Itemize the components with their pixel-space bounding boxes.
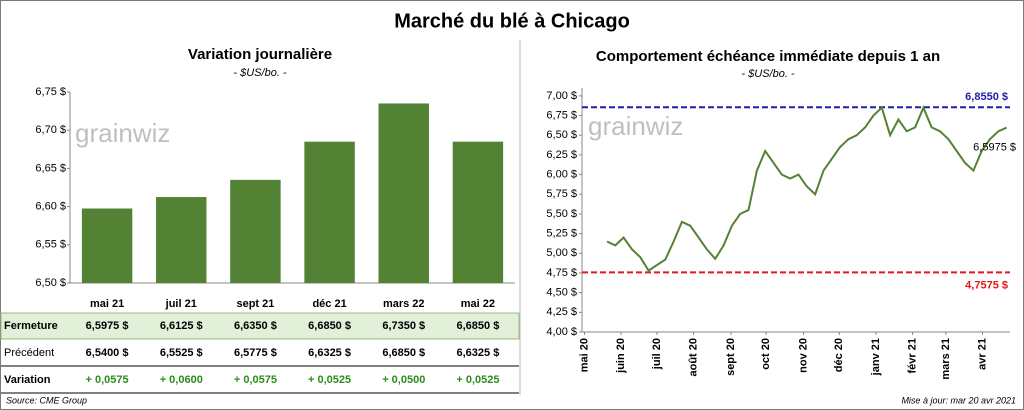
- x-tick-label: avr 21: [976, 338, 988, 370]
- y-tick-label: 6,00 $: [546, 168, 577, 180]
- x-tick-label: nov 20: [797, 338, 809, 373]
- x-tick-label: juil 21: [165, 298, 197, 310]
- table-cell: 6,7350 $: [382, 320, 425, 332]
- bar: [81, 208, 133, 283]
- y-tick-label: 4,00 $: [546, 326, 577, 338]
- bar: [230, 179, 281, 283]
- y-tick-label: 5,00 $: [546, 247, 577, 259]
- table-cell: + 0,0500: [382, 374, 425, 386]
- row-label: Variation: [4, 374, 51, 386]
- row-label: Précédent: [4, 347, 54, 359]
- x-tick-label: sept 21: [236, 298, 274, 310]
- y-tick-label: 6,50 $: [546, 129, 577, 141]
- table-cell: + 0,0525: [456, 374, 499, 386]
- y-tick-label: 4,50 $: [546, 287, 577, 299]
- page-title: Marché du blé à Chicago: [394, 10, 630, 32]
- chart-title: Comportement échéance immédiate depuis 1…: [596, 48, 940, 65]
- table-cell: 6,6325 $: [308, 347, 351, 359]
- x-tick-label: août 20: [687, 338, 699, 377]
- table-cell: 6,6125 $: [160, 320, 203, 332]
- y-tick-label: 5,50 $: [546, 208, 577, 220]
- source: Source: CME Group: [6, 395, 87, 405]
- watermark: grainwiz: [75, 118, 170, 148]
- bar: [304, 141, 355, 283]
- y-tick-label: 6,65 $: [35, 162, 66, 174]
- value-label: 6,5975 $: [973, 141, 1016, 153]
- chart-subtitle: - $US/bo. -: [741, 68, 795, 80]
- x-tick-label: mai 21: [90, 298, 124, 310]
- x-tick-label: mars 22: [383, 298, 425, 310]
- bar: [156, 197, 207, 283]
- table-cell: 6,5400 $: [86, 347, 129, 359]
- x-tick-label: mai 20: [578, 338, 590, 372]
- table-cell: 6,6325 $: [457, 347, 500, 359]
- x-tick-label: oct 20: [760, 338, 772, 370]
- y-tick-label: 6,75 $: [35, 86, 66, 98]
- y-tick-label: 5,75 $: [546, 188, 577, 200]
- chart-title: Variation journalière: [188, 46, 332, 63]
- table-cell: 6,6850 $: [382, 347, 425, 359]
- x-tick-label: mars 21: [940, 338, 952, 380]
- bar: [452, 141, 504, 283]
- y-tick-label: 6,55 $: [35, 239, 66, 251]
- line: [606, 105, 1008, 273]
- table-cell: 6,6350 $: [234, 320, 277, 332]
- y-tick-label: 7,00 $: [546, 90, 577, 102]
- x-tick-label: juil 20: [651, 338, 663, 370]
- y-tick-label: 6,70 $: [35, 124, 66, 136]
- reference-label: 6,8550 $: [965, 91, 1008, 103]
- x-tick-label: févr 21: [906, 338, 918, 373]
- reference-label: 4,7575 $: [965, 279, 1008, 291]
- x-tick-label: sept 20: [725, 338, 737, 376]
- x-tick-label: mai 22: [461, 298, 495, 310]
- table-cell: 6,6850 $: [308, 320, 351, 332]
- update-date: Mise à jour: mar 20 avr 2021: [901, 395, 1016, 405]
- x-tick-label: janv 21: [870, 338, 882, 376]
- x-tick-label: juin 20: [615, 338, 627, 374]
- y-tick-label: 6,60 $: [35, 201, 66, 213]
- table-cell: + 0,0525: [308, 374, 351, 386]
- chart-subtitle: - $US/bo. -: [233, 67, 287, 79]
- table-cell: + 0,0600: [160, 374, 203, 386]
- y-tick-label: 6,75 $: [546, 109, 577, 121]
- table-cell: 6,5975 $: [86, 320, 129, 332]
- y-tick-label: 6,50 $: [35, 277, 66, 289]
- y-tick-label: 5,25 $: [546, 228, 577, 240]
- table-cell: + 0,0575: [86, 374, 129, 386]
- table-cell: + 0,0575: [234, 374, 277, 386]
- y-tick-label: 4,75 $: [546, 267, 577, 279]
- watermark: grainwiz: [588, 111, 683, 141]
- table-cell: 6,5525 $: [160, 347, 203, 359]
- y-tick-label: 6,25 $: [546, 149, 577, 161]
- y-tick-label: 4,25 $: [546, 306, 577, 318]
- table-cell: 6,6850 $: [457, 320, 500, 332]
- x-tick-label: déc 21: [312, 298, 346, 310]
- table-cell: 6,5775 $: [234, 347, 277, 359]
- row-label: Fermeture: [4, 320, 58, 332]
- x-tick-label: déc 20: [833, 338, 845, 372]
- bar: [378, 103, 429, 284]
- row-highlight: [0, 312, 520, 340]
